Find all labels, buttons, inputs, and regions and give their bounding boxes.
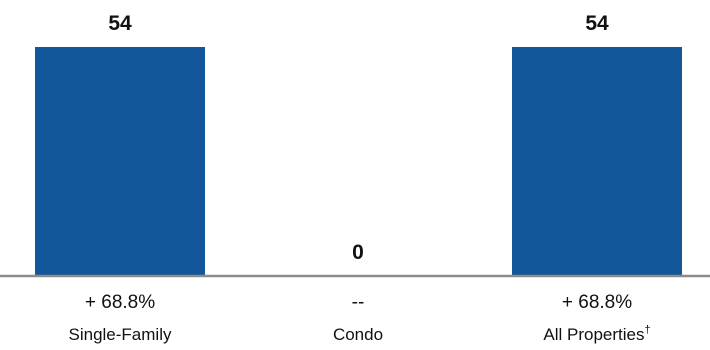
value-label-all-properties: 54 bbox=[585, 12, 609, 35]
value-label-single-family: 54 bbox=[108, 12, 132, 35]
category-label-all-properties: All Properties† bbox=[543, 324, 650, 344]
category-label-single-family: Single-Family bbox=[69, 325, 172, 344]
value-label-condo: 0 bbox=[352, 241, 364, 264]
change-label-all-properties: + 68.8% bbox=[562, 292, 632, 313]
bar-single-family bbox=[35, 47, 205, 276]
change-label-single-family: + 68.8% bbox=[85, 292, 155, 313]
bar-all-properties bbox=[512, 47, 682, 276]
change-label-condo: -- bbox=[352, 292, 365, 313]
category-labels-group: Single-Family Condo All Properties† bbox=[69, 324, 651, 344]
change-labels-group: + 68.8% -- + 68.8% bbox=[85, 292, 632, 313]
value-labels-group: 54 0 54 bbox=[108, 12, 609, 264]
bars-group bbox=[35, 47, 682, 276]
category-label-condo: Condo bbox=[333, 325, 383, 344]
